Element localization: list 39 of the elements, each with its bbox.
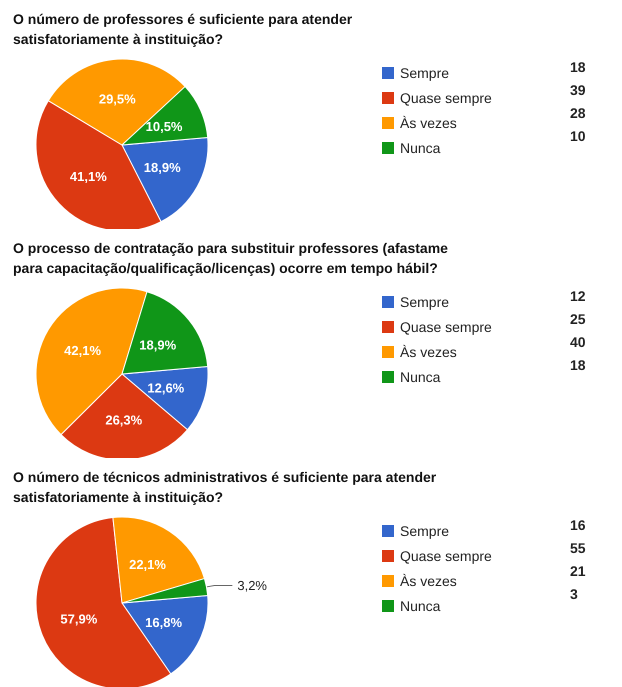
legend-label: Sempre [400, 294, 450, 310]
legend-label: Quase sempre [400, 90, 492, 106]
text: 21 [570, 563, 586, 579]
legend-label: Quase sempre [400, 548, 492, 564]
chart-title: O número de professores é suficiente para atender satisfatoriamente à instituição? [13, 11, 353, 47]
data-label: 29,5% [98, 92, 136, 107]
legend-label: Nunca [400, 598, 441, 614]
data-label: 18,9% [144, 160, 182, 175]
text: 16 [570, 517, 586, 533]
data-label: 41,1% [70, 168, 108, 184]
text: 3 [570, 586, 578, 602]
legend-label: Às vezes [400, 115, 457, 131]
data-label: 12,6% [147, 380, 185, 396]
text: 18 [570, 59, 586, 75]
legend-label: Sempre [400, 523, 450, 539]
text: 55 [570, 540, 586, 556]
text: 39 [570, 82, 586, 98]
text: 40 [570, 334, 586, 350]
data-label: 57,9% [60, 611, 98, 626]
data-label: 26,3% [105, 412, 143, 428]
legend-label: Quase sempre [400, 319, 492, 335]
text: 12 [570, 288, 586, 304]
text: 28 [570, 105, 586, 121]
data-label: 18,9% [139, 338, 177, 353]
data-label: 22,1% [129, 557, 166, 572]
legend-label: Às vezes [400, 573, 457, 589]
legend-label: Nunca [400, 140, 441, 156]
legend-label: Às vezes [400, 344, 457, 360]
legend-label: Sempre [400, 65, 450, 81]
data-label: 10,5% [146, 118, 183, 134]
chart-title: O processo de contratação para substituir professores (afastame para capacitação/qualificação/licenças) ocorre em tempo hábil? [13, 240, 448, 276]
legend-label: Nunca [400, 369, 441, 385]
data-label: 16,8% [145, 615, 182, 630]
text: 10 [570, 128, 586, 144]
text: 25 [570, 311, 586, 327]
data-label: 42,1% [64, 342, 102, 358]
chart-title: O número de técnicos administrativos é suficiente para atender satisfatoriamente à instituição? [13, 469, 437, 505]
text: 18 [570, 357, 586, 373]
data-label: 3,2% [237, 578, 268, 593]
